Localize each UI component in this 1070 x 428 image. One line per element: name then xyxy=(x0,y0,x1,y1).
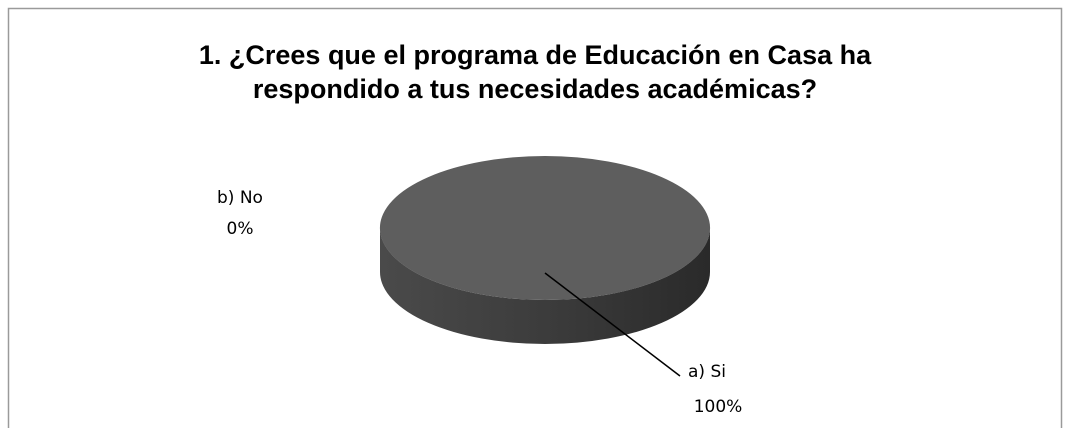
category-label: b) No xyxy=(217,188,263,208)
pie-side xyxy=(380,228,710,344)
value-label: 0% xyxy=(227,219,254,239)
leader-line xyxy=(544,272,681,377)
pie-slice xyxy=(379,155,711,301)
chart-border xyxy=(7,7,1063,428)
chart-title: 1. ¿Crees que el programa de Educación e… xyxy=(198,40,872,104)
category-label: a) Si xyxy=(688,362,726,382)
value-label: 100% xyxy=(694,397,743,417)
